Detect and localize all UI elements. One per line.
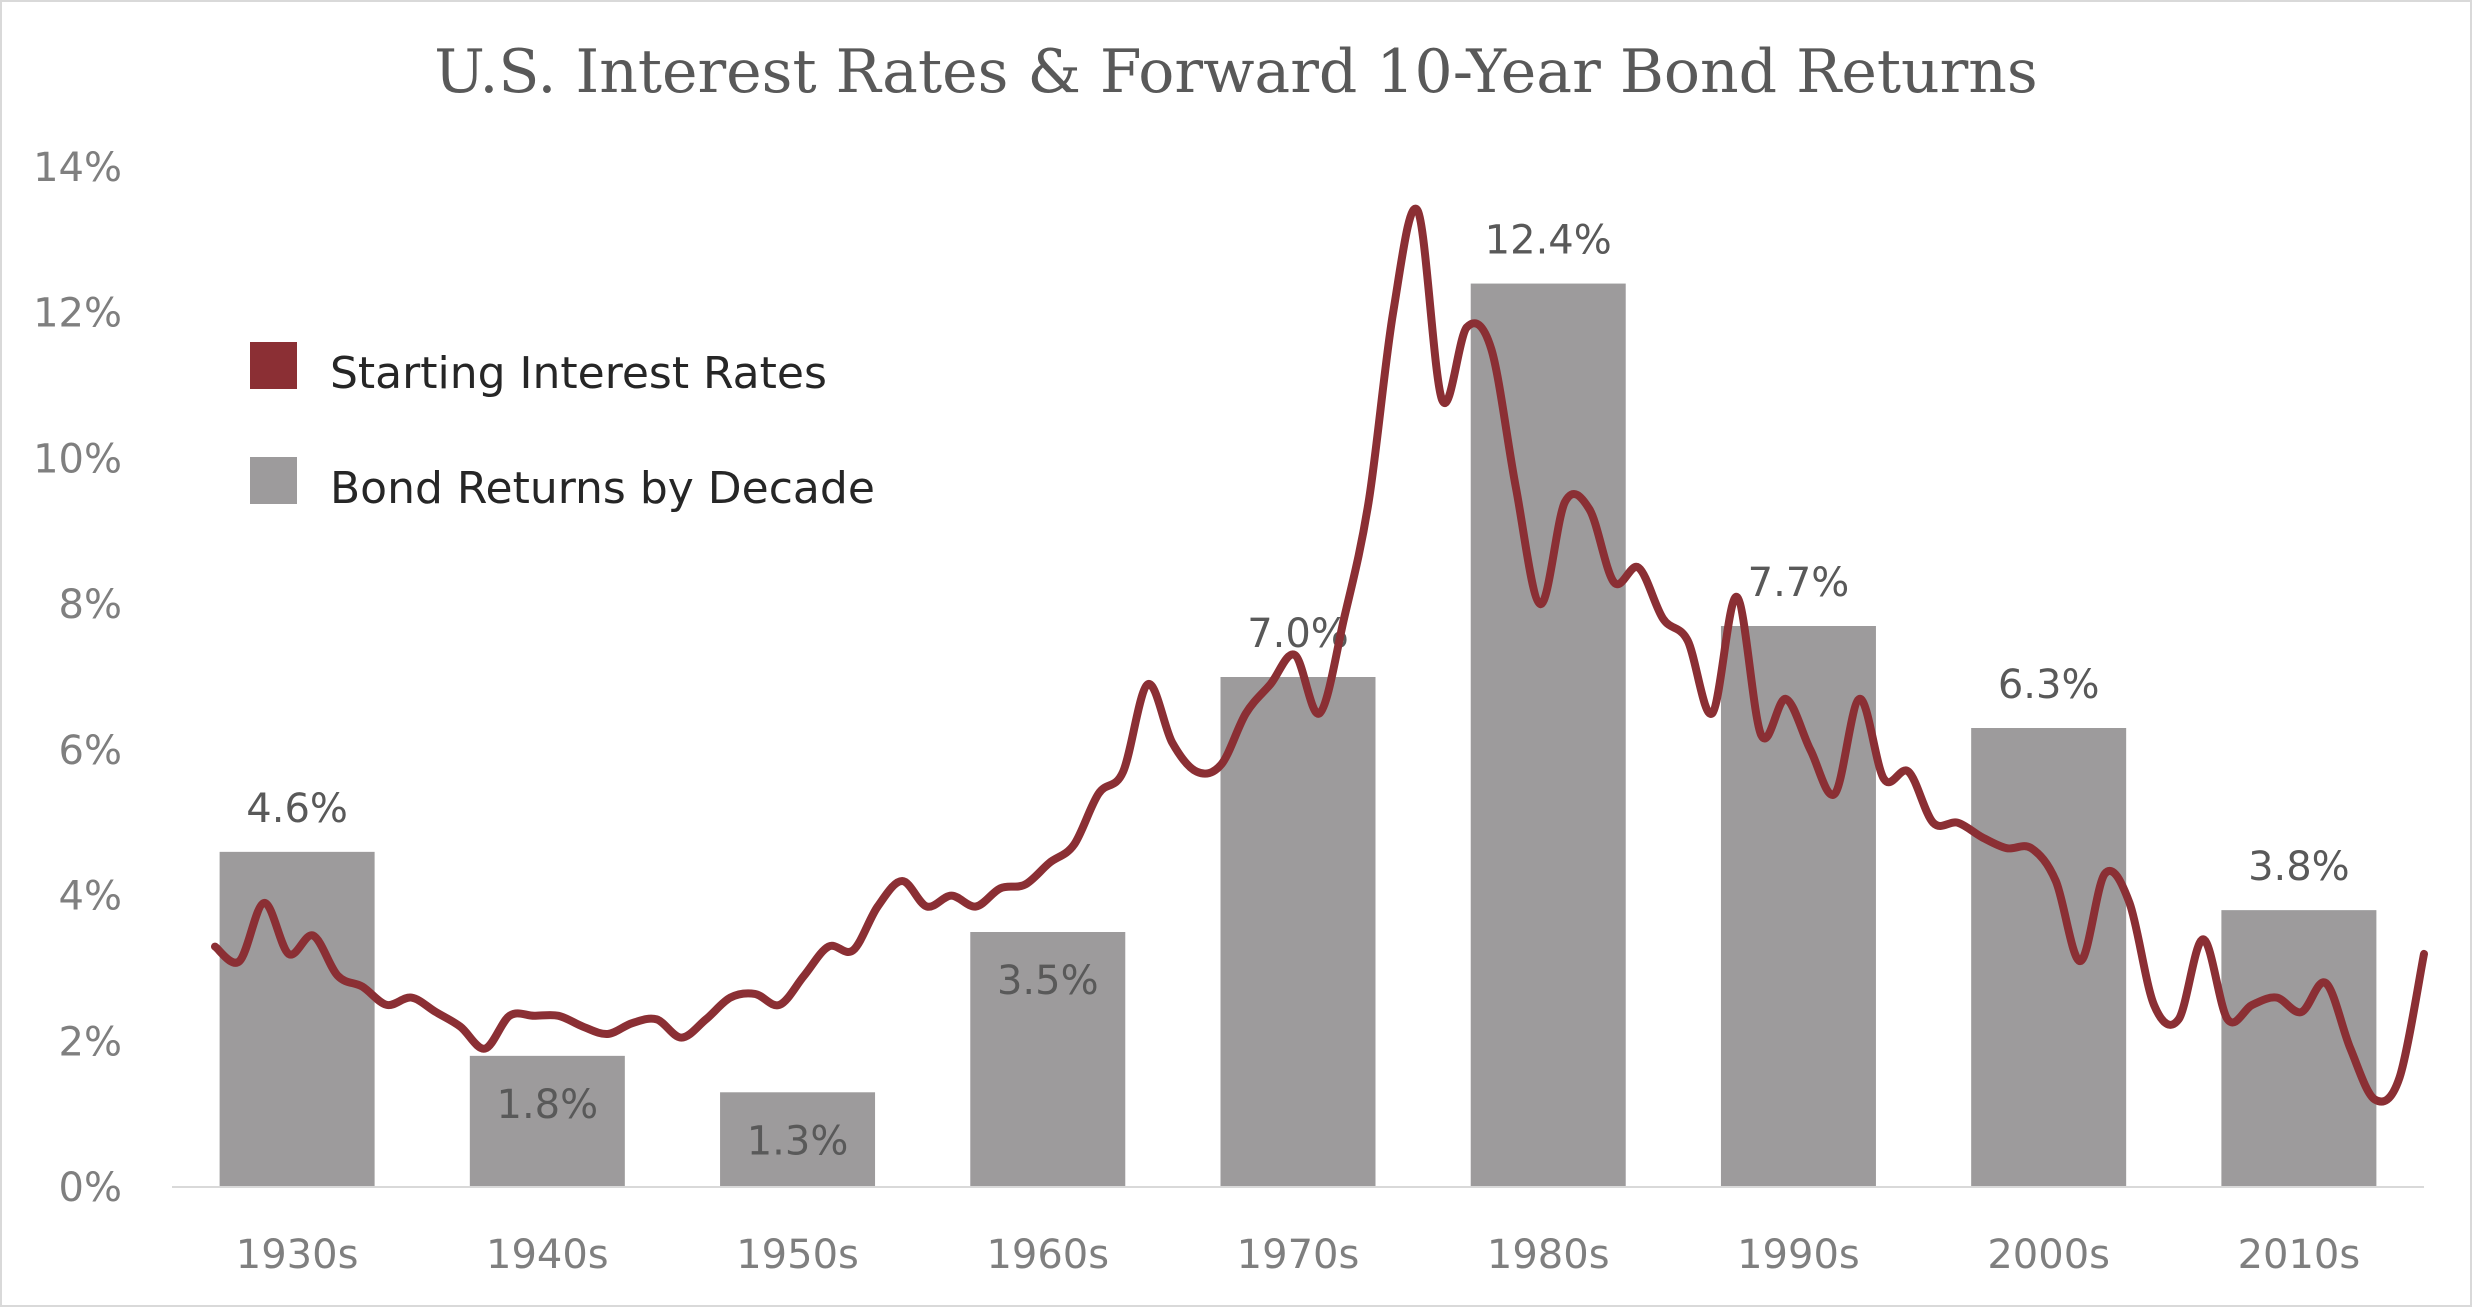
bar: [1220, 677, 1376, 1187]
line-series: [211, 204, 2428, 1106]
bar-data-label: 6.3%: [1998, 662, 2100, 708]
x-tick-label: 2010s: [2238, 1232, 2361, 1278]
bar-data-label: 4.6%: [246, 786, 348, 832]
bar-data-label: 1.8%: [497, 1082, 599, 1128]
x-axis: 1930s 1940s 1950s 1960s 1970s 1980s 1990s 2000s…: [236, 1232, 2360, 1278]
x-tick-label: 1950s: [736, 1232, 859, 1278]
x-tick-label: 1990s: [1737, 1232, 1860, 1278]
legend-swatch-bond-returns: [250, 457, 297, 504]
y-tick-label: 2%: [59, 1019, 122, 1065]
bar-data-label: 7.7%: [1748, 560, 1850, 606]
chart-title: U.S. Interest Rates & Forward 10-Year Bo…: [434, 37, 2037, 107]
bar-data-label: 3.8%: [2248, 844, 2350, 890]
x-tick-label: 1940s: [486, 1232, 609, 1278]
y-axis: 0% 2% 4% 6% 8% 10% 12% 14%: [33, 145, 122, 1211]
bar-data-label: 7.0%: [1247, 611, 1349, 657]
y-tick-label: 12%: [33, 291, 122, 337]
bar: [970, 932, 1126, 1187]
legend: Starting Interest Rates Bond Returns by …: [250, 342, 875, 514]
interest-rate-line: [211, 204, 2428, 1106]
bar-data-labels: 4.6% 1.8% 1.3% 3.5% 7.0% 12.4% 7.7% 6.3% 3.8%: [246, 218, 2349, 1165]
bar: [469, 1055, 625, 1187]
bar: [720, 1092, 876, 1187]
y-tick-label: 4%: [59, 874, 122, 920]
y-tick-label: 14%: [33, 145, 122, 191]
bar: [219, 851, 375, 1187]
x-tick-label: 1960s: [986, 1232, 1109, 1278]
bar-data-label: 12.4%: [1485, 218, 1612, 264]
bar-series: [219, 283, 2377, 1188]
legend-swatch-interest-rates: [250, 342, 297, 389]
legend-label-bond-returns: Bond Returns by Decade: [330, 463, 875, 514]
bar-data-label: 3.5%: [997, 958, 1099, 1004]
y-tick-label: 10%: [33, 436, 122, 482]
bar: [1971, 728, 2127, 1187]
bar: [1470, 283, 1626, 1188]
y-tick-label: 0%: [59, 1165, 122, 1211]
x-tick-label: 1970s: [1237, 1232, 1360, 1278]
x-tick-label: 1980s: [1487, 1232, 1610, 1278]
y-tick-label: 6%: [59, 728, 122, 774]
legend-label-interest-rates: Starting Interest Rates: [330, 348, 827, 399]
x-tick-label: 2000s: [1987, 1232, 2110, 1278]
y-tick-label: 8%: [59, 582, 122, 628]
x-tick-label: 1930s: [236, 1232, 359, 1278]
bar-data-label: 1.3%: [747, 1118, 849, 1164]
